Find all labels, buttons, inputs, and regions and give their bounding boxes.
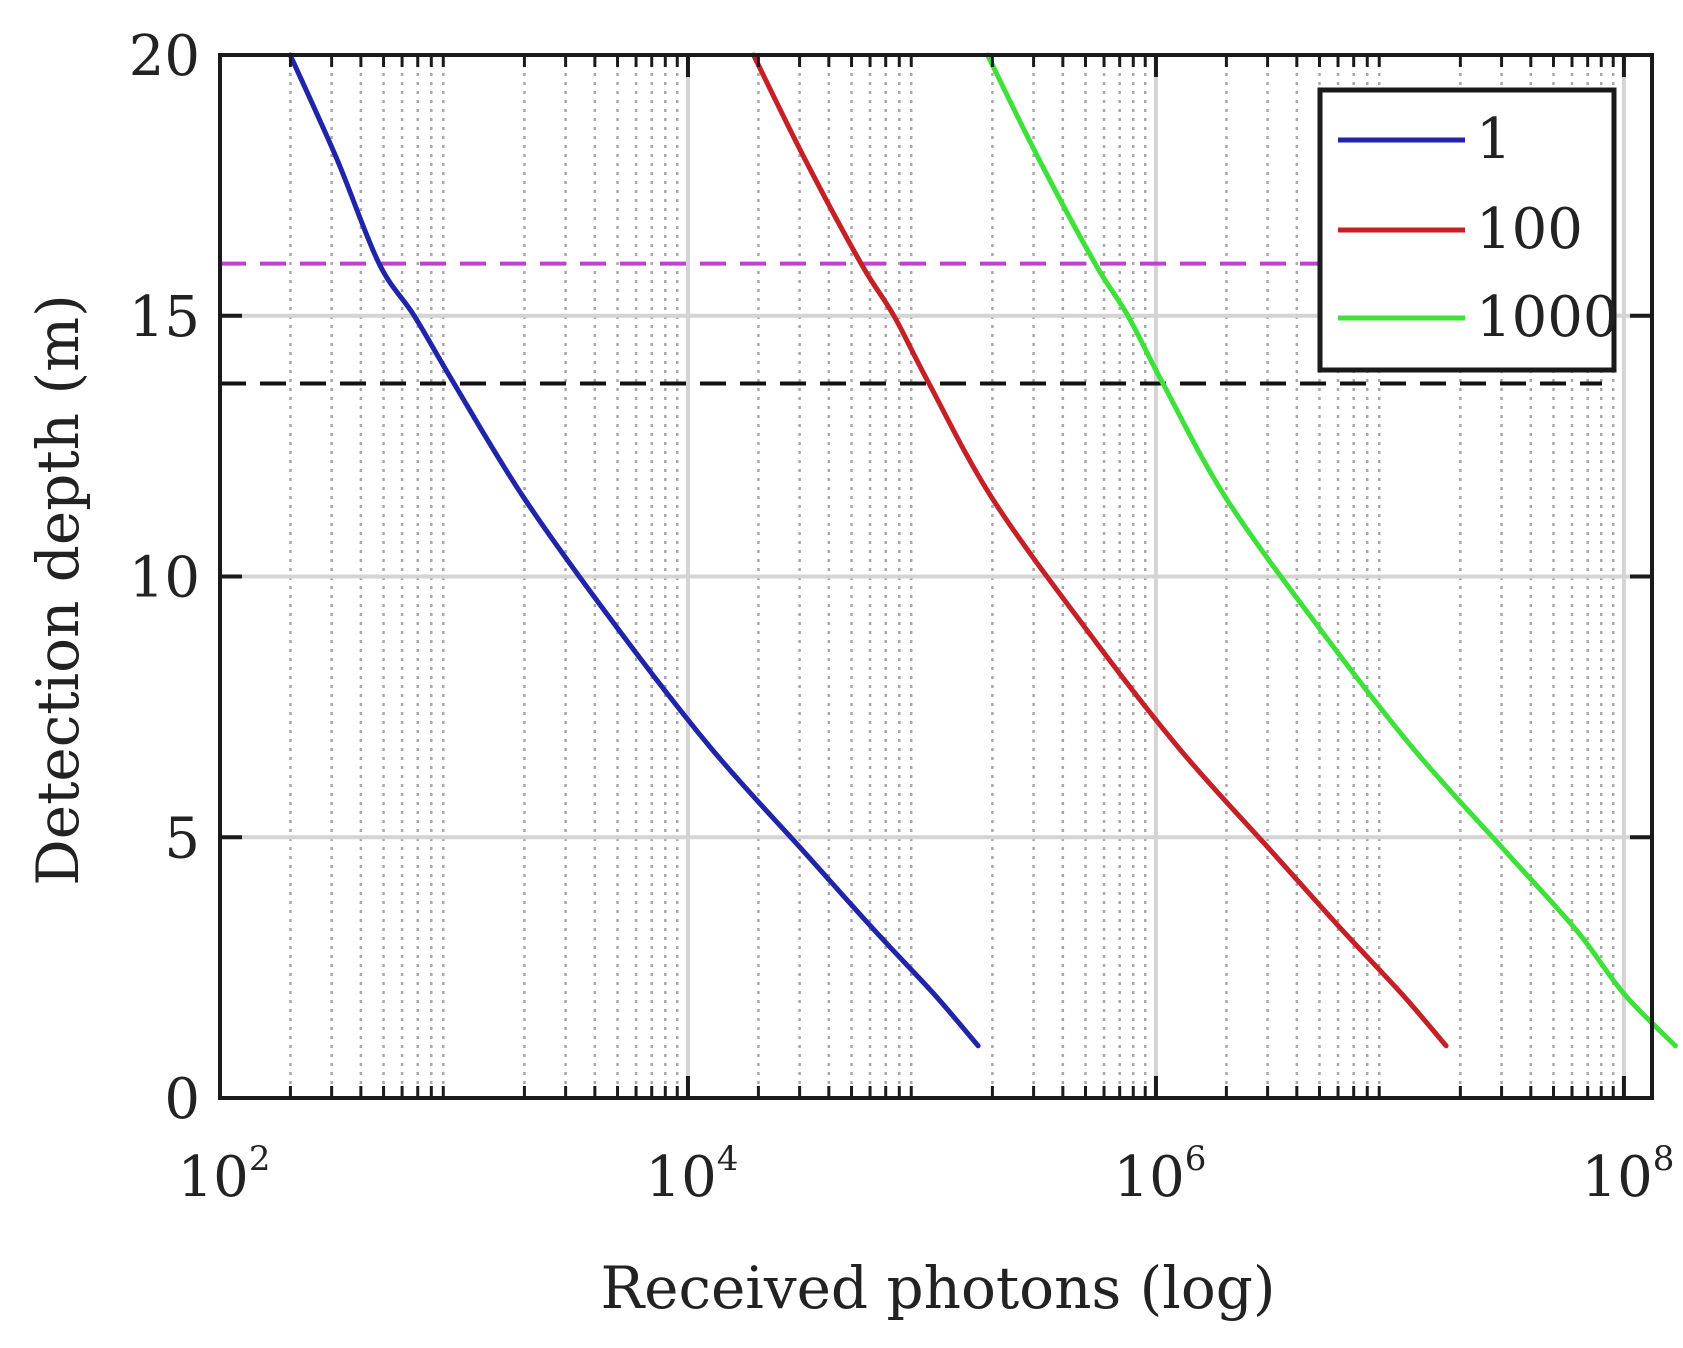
y-tick-label: 15 xyxy=(129,285,200,350)
legend-entry-1000: 1000 xyxy=(1338,285,1619,350)
series-line-100 xyxy=(751,52,1449,1049)
legend: 1 100 1000 xyxy=(1317,87,1619,373)
series-line-1 xyxy=(287,52,981,1049)
legend-label-1000: 1000 xyxy=(1476,285,1619,350)
x-tick-label: 104 xyxy=(646,1139,739,1210)
legend-label-100: 100 xyxy=(1476,197,1583,262)
x-tick-label: 108 xyxy=(1581,1139,1674,1210)
legend-entry-1: 1 xyxy=(1338,107,1512,172)
x-tick-label-base: 10 xyxy=(178,1145,249,1210)
x-tick-label-exponent: 8 xyxy=(1653,1139,1675,1179)
x-tick-label-base: 10 xyxy=(646,1145,717,1210)
x-tick-label: 102 xyxy=(178,1139,271,1210)
x-tick-label-exponent: 4 xyxy=(717,1139,739,1179)
x-tick-label-exponent: 6 xyxy=(1185,1139,1207,1179)
legend-label-1: 1 xyxy=(1476,107,1512,172)
y-axis-label: Detection depth (m) xyxy=(24,294,92,885)
x-tick-label-exponent: 2 xyxy=(249,1139,271,1179)
reference-lines xyxy=(220,261,1602,386)
x-tick-label-base: 10 xyxy=(1581,1145,1652,1210)
series-line-1000 xyxy=(985,52,1678,1049)
x-tick-label: 106 xyxy=(1113,1139,1206,1210)
y-tick-label: 5 xyxy=(164,806,200,871)
x-axis-label: Received photons (log) xyxy=(600,1254,1275,1322)
series-layer xyxy=(287,52,1678,1049)
legend-entry-100: 100 xyxy=(1338,197,1583,262)
x-tick-label-base: 10 xyxy=(1113,1145,1184,1210)
tick-layer xyxy=(220,55,1652,1098)
y-tick-label: 20 xyxy=(129,24,200,89)
y-tick-label: 0 xyxy=(164,1067,200,1132)
y-tick-label: 10 xyxy=(129,546,200,611)
